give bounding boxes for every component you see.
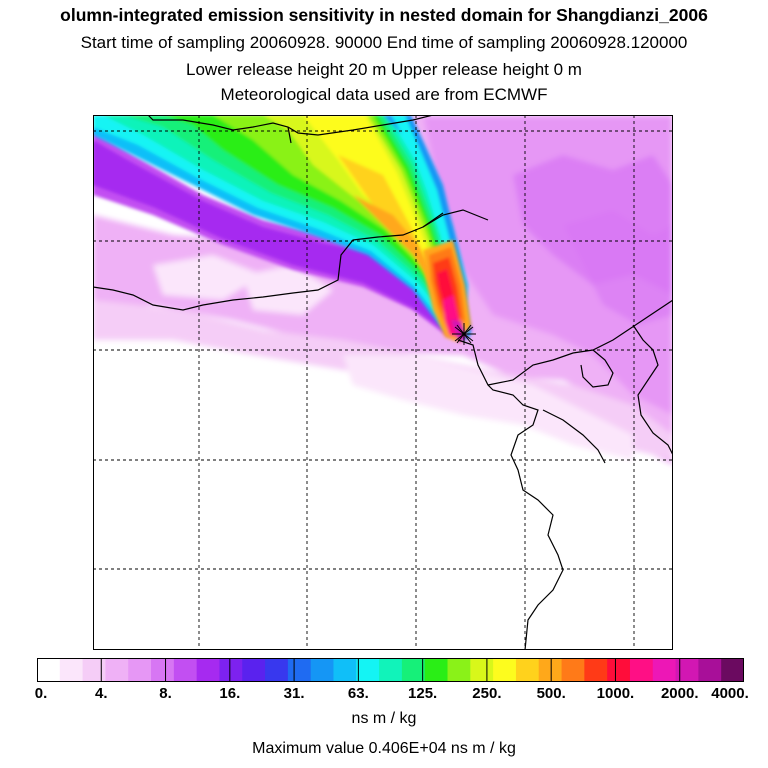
color-scale-cell [265,658,289,682]
color-scale-tick-label: 0. [34,685,48,702]
color-scale-cell [105,658,129,682]
color-scale-cell [219,658,243,682]
color-scale-cell [151,658,175,682]
sampling-time-line: Start time of sampling 20060928. 90000 E… [80,33,688,52]
plume-band-violet [93,140,468,333]
meteorological-data-line: Meteorological data used are from ECMWF [220,85,548,104]
color-scale-cell [721,658,744,682]
plume-main [93,115,471,340]
color-scale-cell [698,658,722,682]
color-scale-cell [356,658,380,682]
color-scale-cell [379,658,403,682]
color-scale-tick-label: 16. [219,685,241,702]
receptor-marker [452,323,476,345]
color-scale-tick-label: 4000. [711,685,749,702]
color-scale-cell [607,658,631,682]
color-scale-bar [37,658,744,682]
color-scale-cell [447,658,471,682]
color-scale-cell [173,658,198,682]
color-scale-cell [59,658,84,682]
color-scale-tick-label: 8. [159,685,172,702]
color-scale-cell [584,658,608,682]
color-scale-tick-label: 500. [536,685,566,702]
color-scale-tick-label: 2000. [660,685,699,702]
map-frame [93,115,673,650]
color-scale-cell [652,658,677,682]
maximum-value-text: Maximum value 0.406E+04 ns m / kg [252,740,516,757]
plot-title: olumn-integrated emission sensitivity in… [60,5,708,25]
color-scale-cell [310,658,334,682]
color-scale-cell [128,658,152,682]
emission-sensitivity-map [93,115,673,650]
color-scale-tick-label: 125. [408,685,438,702]
color-scale-cell [675,658,699,682]
color-scale-cell [561,658,585,682]
color-scale-tick-label: 63. [347,685,369,702]
color-scale-cell [401,658,426,682]
release-height-line: Lower release height 20 m Upper release … [186,60,582,79]
color-scale-unit: ns m / kg [351,710,417,727]
color-scale-cell [287,658,312,682]
color-scale-cell [629,658,654,682]
color-scale-cell [470,658,494,682]
color-scale-cell [242,658,266,682]
color-scale-cell [493,658,517,682]
color-scale-cell [37,658,61,682]
graticule [93,115,673,650]
color-scale-cell [333,658,357,682]
color-scale-cell [196,658,220,682]
color-scale-tick-label: 250. [472,685,502,702]
color-scale-frame [37,658,744,682]
color-scale-cell [82,658,106,682]
color-scale-cell [538,658,563,682]
color-scale-cell [424,658,449,682]
color-scale-tick-label: 4. [95,685,108,702]
color-scale-tick-label: 1000. [596,685,635,702]
color-scale-tick-labels: 0. 4. 8. 16. 31. 63. 125. 250. 500. 1000. 2000. 400… [0,685,768,705]
color-scale-tick-label: 31. [283,685,305,702]
color-scale-cell [515,658,540,682]
plume-hotspot [423,240,471,343]
